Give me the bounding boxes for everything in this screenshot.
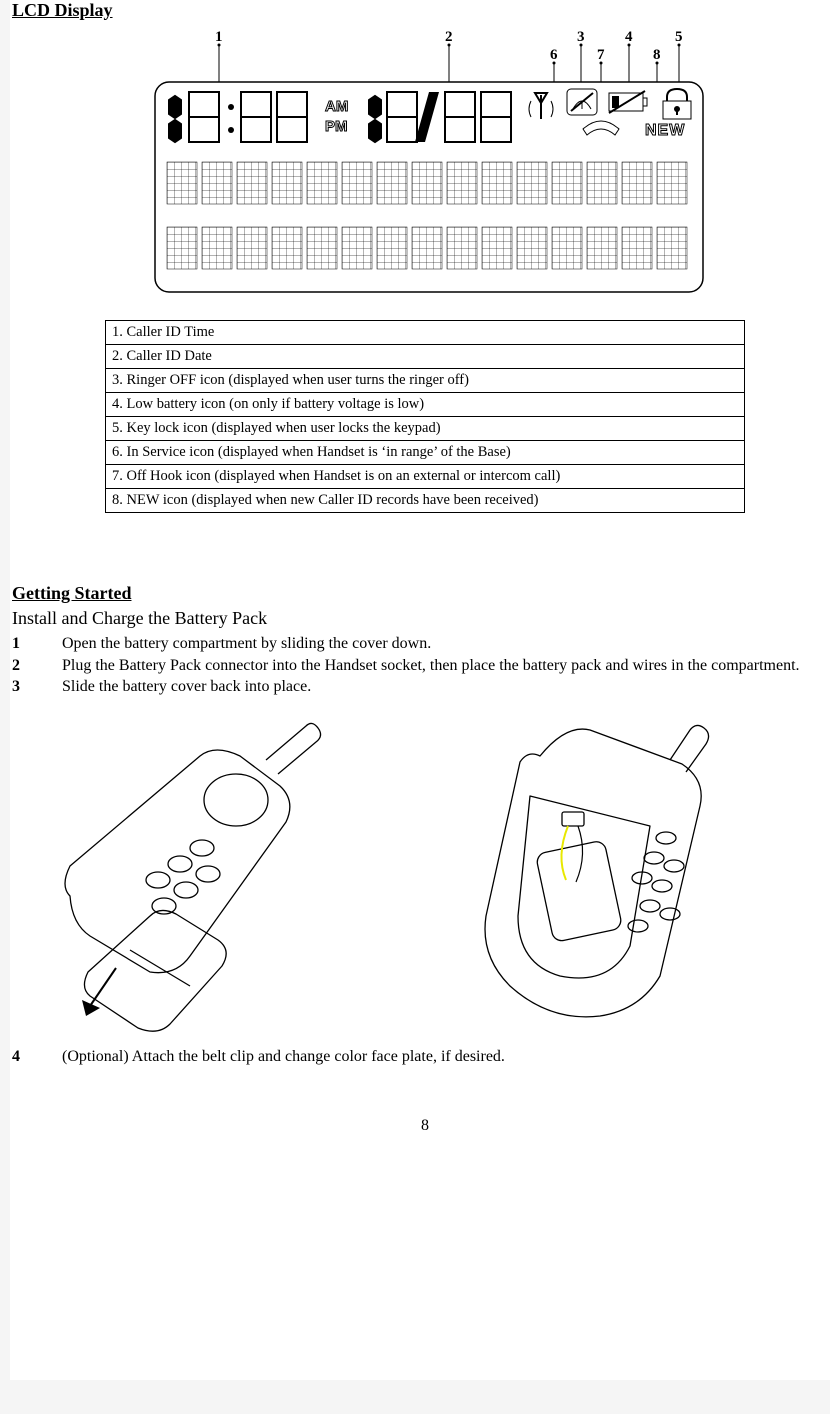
step-1: Open the battery compartment by sliding …	[12, 633, 830, 655]
callout-2: 2	[445, 29, 453, 45]
legend-row: 3. Ringer OFF icon (displayed when user …	[106, 369, 745, 393]
legend-row: 6. In Service icon (displayed when Hands…	[106, 441, 745, 465]
handset-figure-right	[470, 716, 730, 1036]
lcd-svg: .lbl { font: bold 15px "Times New Roman"…	[145, 27, 705, 297]
legend-row: 2. Caller ID Date	[106, 345, 745, 369]
lcd-figure: .lbl { font: bold 15px "Times New Roman"…	[12, 27, 830, 302]
callout-5: 5	[675, 29, 683, 45]
step-4: (Optional) Attach the belt clip and chan…	[12, 1046, 830, 1068]
legend-row: 1. Caller ID Time	[106, 321, 745, 345]
callout-3: 3	[577, 29, 585, 45]
legend-row: 4. Low battery icon (on only if battery …	[106, 393, 745, 417]
callout-7: 7	[597, 47, 605, 63]
am-label: AM	[325, 98, 348, 115]
handset-figure-left	[30, 716, 330, 1036]
callout-1: 1	[215, 29, 223, 45]
pm-label: PM	[325, 118, 348, 135]
step-2: Plug the Battery Pack connector into the…	[12, 655, 830, 677]
new-label: NEW	[645, 122, 685, 139]
legend-row: 7. Off Hook icon (displayed when Handset…	[106, 465, 745, 489]
step-3: Slide the battery cover back into place.	[12, 676, 830, 698]
install-battery-subheading: Install and Charge the Battery Pack	[12, 608, 830, 629]
callout-8: 8	[653, 47, 661, 63]
page-number: 8	[12, 1117, 830, 1135]
dot-matrix-row-2	[167, 227, 687, 269]
callout-6: 6	[550, 47, 558, 63]
getting-started-heading: Getting Started	[12, 583, 830, 604]
legend-row: 5. Key lock icon (displayed when user lo…	[106, 417, 745, 441]
lcd-legend-table: 1. Caller ID Time 2. Caller ID Date 3. R…	[105, 320, 745, 513]
lcd-display-heading: LCD Display	[12, 0, 830, 21]
callout-4: 4	[625, 29, 633, 45]
legend-row: 8. NEW icon (displayed when new Caller I…	[106, 489, 745, 513]
dot-matrix-row-1	[167, 162, 691, 204]
